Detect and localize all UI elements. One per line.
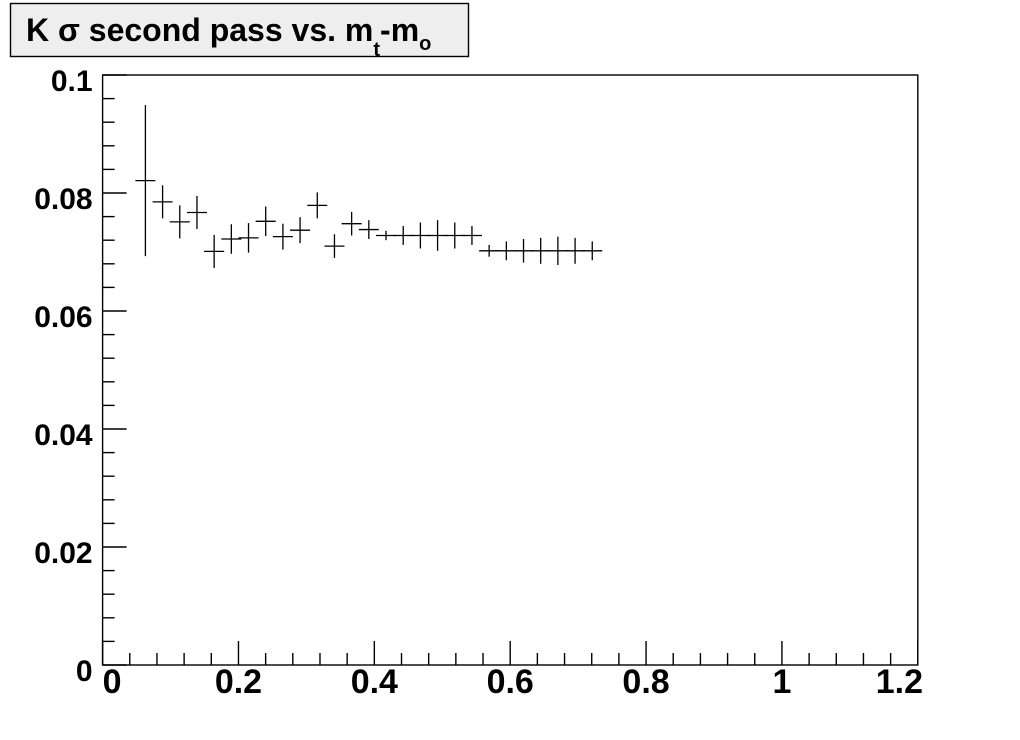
svg-text:1: 1 [772,663,791,701]
svg-text:0.02: 0.02 [34,537,92,570]
svg-text:0.2: 0.2 [215,663,262,701]
svg-text:0: 0 [103,663,122,701]
svg-text:0.08: 0.08 [34,183,92,216]
svg-text:0.1: 0.1 [51,65,93,98]
svg-text:0: 0 [76,655,93,688]
svg-text:0.06: 0.06 [34,301,92,334]
svg-text:1.2: 1.2 [876,663,923,701]
svg-text:0.6: 0.6 [487,663,534,701]
svg-text:0.4: 0.4 [351,663,398,701]
svg-text:0.04: 0.04 [34,419,93,452]
svg-text:0.8: 0.8 [622,663,669,701]
